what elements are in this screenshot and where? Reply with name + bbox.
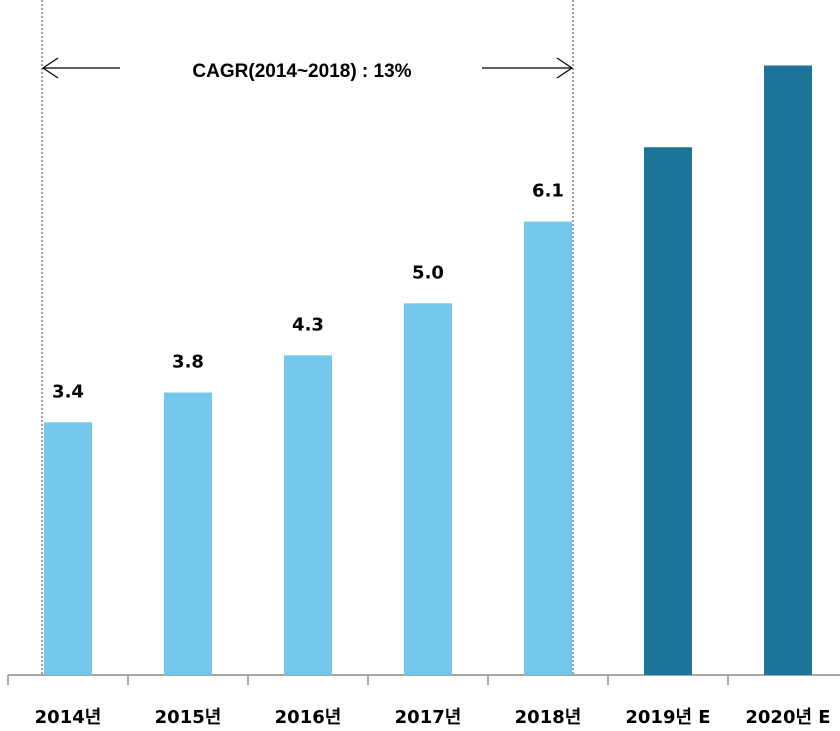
data-label: 3.4 (52, 381, 84, 402)
bar (644, 147, 692, 675)
bar (524, 221, 572, 676)
x-tick-label: 2015년 (155, 707, 222, 728)
span-arrows (41, 57, 574, 79)
bar (764, 65, 812, 675)
x-tick-label: 2016년 (275, 707, 342, 728)
bar (404, 303, 452, 675)
annotation: CAGR(2014~2018) : 13% (192, 61, 411, 82)
data-label: 6.1 (532, 181, 564, 202)
data-label: 4.3 (292, 314, 324, 335)
bar (284, 355, 332, 675)
bar (44, 422, 92, 675)
x-tick-label: 2020년 E (745, 707, 830, 728)
data-label: 5.0 (412, 262, 444, 283)
x-tick-label: 2018년 (515, 707, 582, 728)
x-tick-label: 2017년 (395, 707, 462, 728)
x-tick-label: 2014년 (35, 707, 102, 728)
bar (164, 392, 212, 675)
x-tick-label: 2019년 E (625, 707, 710, 728)
data-label: 3.8 (172, 352, 204, 373)
